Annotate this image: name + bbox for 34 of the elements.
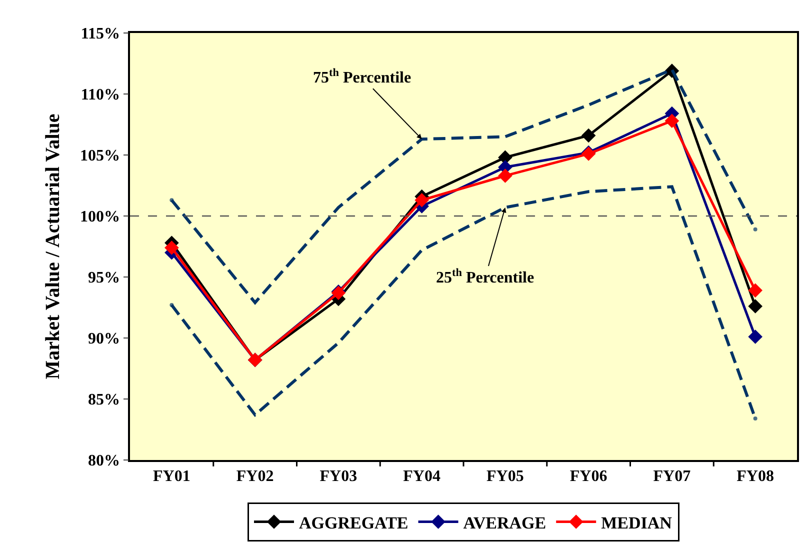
x-tick-label: FY01 — [153, 468, 190, 485]
point — [748, 330, 762, 344]
x-tick-label: FY06 — [570, 468, 608, 485]
x-tick-label: FY05 — [486, 468, 524, 485]
point — [170, 303, 174, 308]
y-axis-title: Market Value / Actuarial Value — [42, 114, 64, 380]
annotation: 25$^{th}$ Percentile — [436, 267, 534, 287]
point — [664, 114, 680, 128]
point — [170, 198, 174, 202]
annotation: 75$^{th}$ Percentile — [313, 67, 412, 87]
point — [414, 192, 429, 208]
y-tick-label: 90% — [88, 330, 120, 348]
point — [748, 299, 762, 314]
point — [753, 227, 758, 232]
legend-label: AGGREGATE — [299, 513, 408, 532]
x-tick-label: FY07 — [653, 468, 691, 485]
x-tick-label: FY08 — [736, 468, 774, 485]
point — [581, 128, 596, 143]
point — [748, 283, 762, 298]
y-tick-label: 105% — [80, 148, 120, 165]
y-tick-label: 115% — [80, 26, 120, 43]
legend-label: MEDIAN — [601, 513, 673, 532]
point — [498, 168, 512, 183]
y-tick-label: 110% — [80, 86, 120, 104]
x-tick-label: FY03 — [320, 468, 358, 485]
point — [753, 416, 758, 421]
x-tick-label: FY02 — [236, 468, 274, 485]
y-tick-label: 100% — [80, 208, 120, 226]
point — [164, 240, 179, 255]
x-tick-label: FY04 — [403, 468, 440, 485]
y-tick-label: 80% — [88, 452, 120, 470]
y-tick-label: 95% — [88, 270, 120, 287]
y-tick-label: 85% — [88, 392, 120, 409]
legend-label: AVERAGE — [463, 513, 546, 532]
